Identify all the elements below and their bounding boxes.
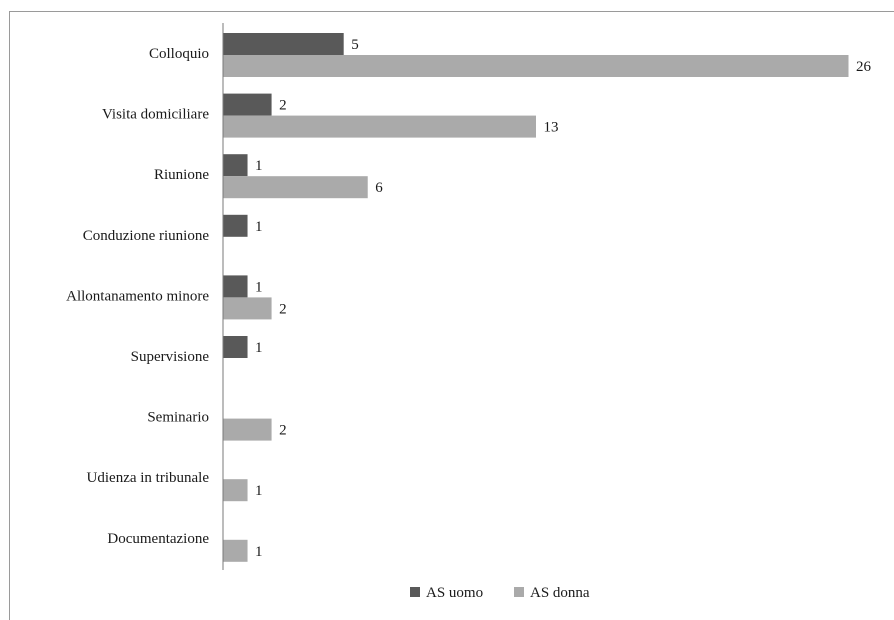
bar-as-donna — [223, 418, 272, 441]
bar-as-donna — [223, 115, 536, 138]
chart-frame — [9, 11, 894, 620]
bar-as-donna — [223, 176, 368, 199]
data-label: 1 — [255, 483, 262, 499]
category-label: Conduzione riunione — [83, 228, 210, 244]
data-label: 2 — [279, 98, 287, 114]
category-label: Colloquio — [149, 46, 209, 62]
bar-as-donna — [223, 539, 248, 562]
data-label: 13 — [544, 120, 559, 136]
bar-as-uomo — [223, 33, 344, 55]
data-label: 1 — [255, 544, 262, 560]
bar-as-uomo — [223, 336, 248, 358]
category-label: Udienza in tribunale — [87, 470, 210, 486]
bar-as-uomo — [223, 214, 248, 237]
data-label: 26 — [856, 59, 872, 75]
category-label: Visita domiciliare — [102, 107, 209, 123]
legend-label: AS donna — [530, 585, 590, 601]
legend: AS uomo AS donna — [410, 585, 590, 601]
bar-as-uomo — [223, 154, 248, 177]
data-label: 1 — [255, 219, 262, 235]
bar-as-donna — [223, 297, 272, 320]
category-label: Seminario — [147, 410, 209, 426]
data-label: 2 — [279, 423, 287, 439]
data-label: 6 — [375, 180, 383, 196]
category-label: Documentazione — [107, 531, 209, 547]
data-label: 1 — [255, 158, 262, 174]
data-label: 5 — [351, 37, 359, 53]
bar-as-uomo — [223, 93, 272, 116]
bar-as-donna — [223, 479, 248, 502]
legend-swatch — [514, 587, 524, 597]
data-label: 1 — [255, 279, 262, 295]
category-label: Allontanamento minore — [66, 288, 209, 304]
data-label: 1 — [255, 340, 262, 356]
category-label: Supervisione — [131, 349, 210, 365]
bar-as-uomo — [223, 275, 248, 298]
data-label: 2 — [279, 301, 287, 317]
legend-label: AS uomo — [426, 585, 483, 601]
legend-swatch — [410, 587, 420, 597]
bar-as-donna — [223, 55, 849, 77]
category-label: Riunione — [154, 167, 209, 183]
